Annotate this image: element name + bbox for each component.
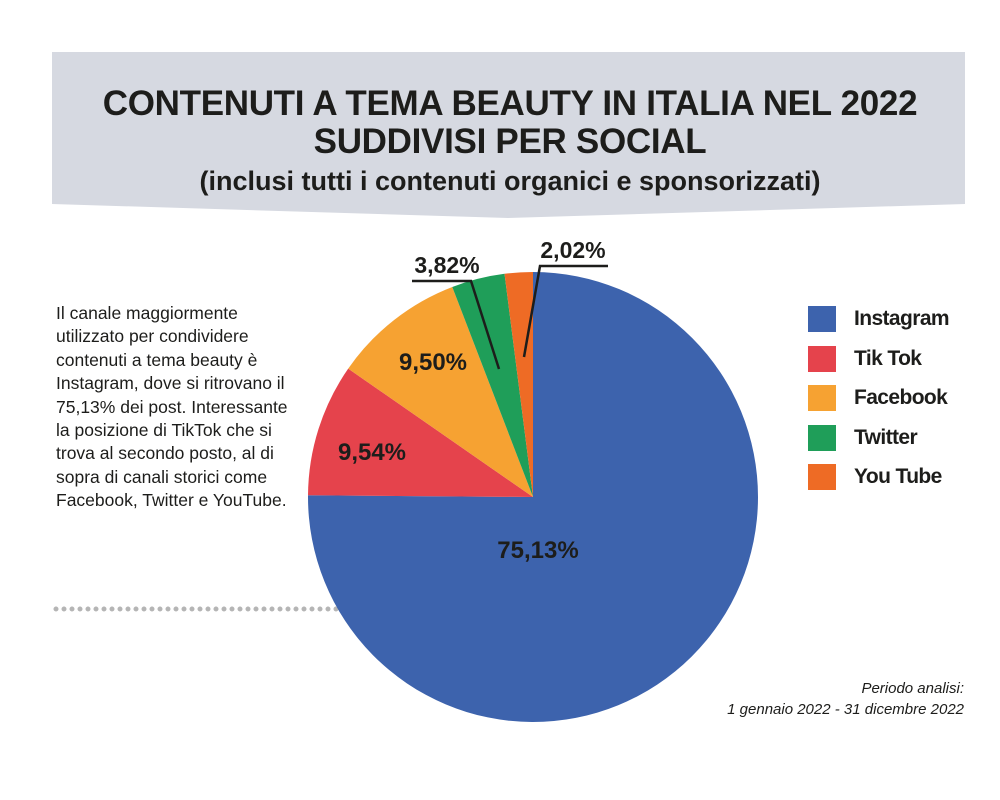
slice-label-twitter: 3,82% <box>414 252 479 278</box>
leader-line-youtube <box>522 264 608 358</box>
chart-title-line-1: CONTENUTI A TEMA BEAUTY IN ITALIA NEL 20… <box>102 84 918 123</box>
chart-title-line-2: SUDDIVISI PER SOCIAL <box>313 122 707 161</box>
legend-swatch <box>808 424 836 451</box>
pie-slice-tiktok <box>308 368 533 497</box>
legend-label: Tik Tok <box>854 346 922 370</box>
legend-swatch <box>808 464 836 490</box>
legend-item-tik-tok: Tik Tok <box>808 345 949 372</box>
pie-slice-facebook <box>348 286 533 497</box>
legend-item-twitter: Twitter <box>808 424 949 451</box>
slice-label-facebook: 9,50% <box>399 349 467 376</box>
title-banner-shape <box>52 52 965 218</box>
slice-label-tiktok: 9,54% <box>338 439 406 466</box>
legend-item-facebook: Facebook <box>808 385 949 411</box>
pie-slice-youtube <box>504 272 533 497</box>
pie-slice-twitter <box>452 273 533 497</box>
legend-swatch <box>808 345 836 372</box>
pie-slice-instagram <box>308 272 758 723</box>
title-banner <box>52 52 965 218</box>
legend-label: Instagram <box>854 307 950 330</box>
legend-label: You Tube <box>854 465 942 488</box>
legend-label: Facebook <box>854 386 948 409</box>
legend-item-instagram: Instagram <box>808 306 950 332</box>
analysis-period-note: Periodo analisi: 1 gennaio 2022 - 31 dic… <box>727 678 964 720</box>
analysis-period-dates: 1 gennaio 2022 - 31 dicembre 2022 <box>727 701 964 718</box>
chart-subtitle: (inclusi tutti i contenuti organici e sp… <box>199 166 821 196</box>
legend-swatch <box>808 306 836 332</box>
legend-item-you-tube: You Tube <box>808 464 949 490</box>
analysis-period-label: Periodo analisi: <box>861 680 964 697</box>
legend-swatch <box>808 385 836 411</box>
leader-line-twitter <box>412 279 501 370</box>
chart-legend: Instagram Tik Tok Facebook Twitter You Tube <box>808 306 950 504</box>
slice-label-instagram: 75,13% <box>497 537 578 564</box>
slice-label-youtube: 2,02% <box>540 237 605 263</box>
legend-label: Twitter <box>854 425 918 449</box>
chart-description: Il canale maggiormente utilizzato per co… <box>56 303 288 511</box>
